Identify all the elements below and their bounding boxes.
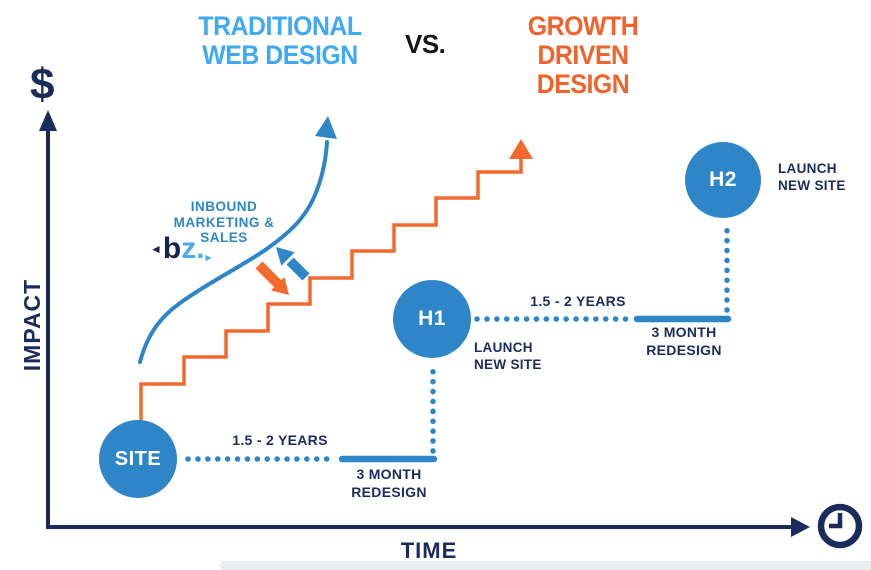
node-h1: H1 — [393, 280, 471, 358]
title-growth-driven-design: GROWTH DRIVEN DESIGN — [527, 11, 639, 99]
growth-curve — [138, 116, 337, 364]
clock-icon — [817, 503, 863, 549]
segment1-redesign-label: 3 MONTH REDESIGN — [351, 466, 427, 500]
inbound-marketing-sales-label: INBOUND MARKETING & SALES — [173, 199, 275, 245]
segment2-duration-label: 1.5 - 2 YEARS — [530, 293, 626, 309]
y-axis — [39, 110, 57, 529]
y-axis-arrowhead-icon — [39, 110, 57, 131]
logo-letter-z: z. — [181, 232, 205, 265]
segment2-lines — [474, 219, 732, 323]
logo-left-arrow-icon: ◄ — [150, 242, 162, 256]
bottom-strip — [220, 561, 871, 570]
segment1-duration-label: 1.5 - 2 YEARS — [232, 432, 328, 448]
x-axis-arrowhead-icon — [791, 517, 810, 537]
h2-launch-new-site-label: LAUNCH NEW SITE — [778, 161, 846, 193]
h1-launch-new-site-label: LAUNCH NEW SITE — [474, 340, 542, 372]
segment1-lines — [185, 361, 438, 463]
logo-letter-b: b — [162, 232, 182, 265]
title-vs: VS. — [405, 29, 446, 59]
node-h2: H2 — [685, 142, 761, 218]
y-axis-label-impact: IMPACT — [19, 278, 45, 372]
title-traditional-web-design: TRADITIONAL WEB DESIGN — [198, 11, 362, 70]
staircase-line — [139, 139, 533, 422]
node-site: SITE — [99, 420, 177, 498]
x-axis-label-time: TIME — [400, 538, 458, 563]
blue-up-left-arrow-icon — [276, 247, 310, 281]
orange-down-right-arrow-icon — [255, 261, 289, 295]
staircase-arrowhead-icon — [509, 139, 533, 159]
y-axis-dollar-symbol: $ — [30, 60, 55, 109]
bz-logo: ◄ b z. ▸ — [150, 232, 212, 265]
logo-right-arrow-icon: ▸ — [205, 252, 212, 264]
segment2-redesign-label: 3 MONTH REDESIGN — [646, 324, 722, 358]
x-axis — [46, 517, 810, 537]
curve-arrowhead-icon — [315, 116, 337, 139]
